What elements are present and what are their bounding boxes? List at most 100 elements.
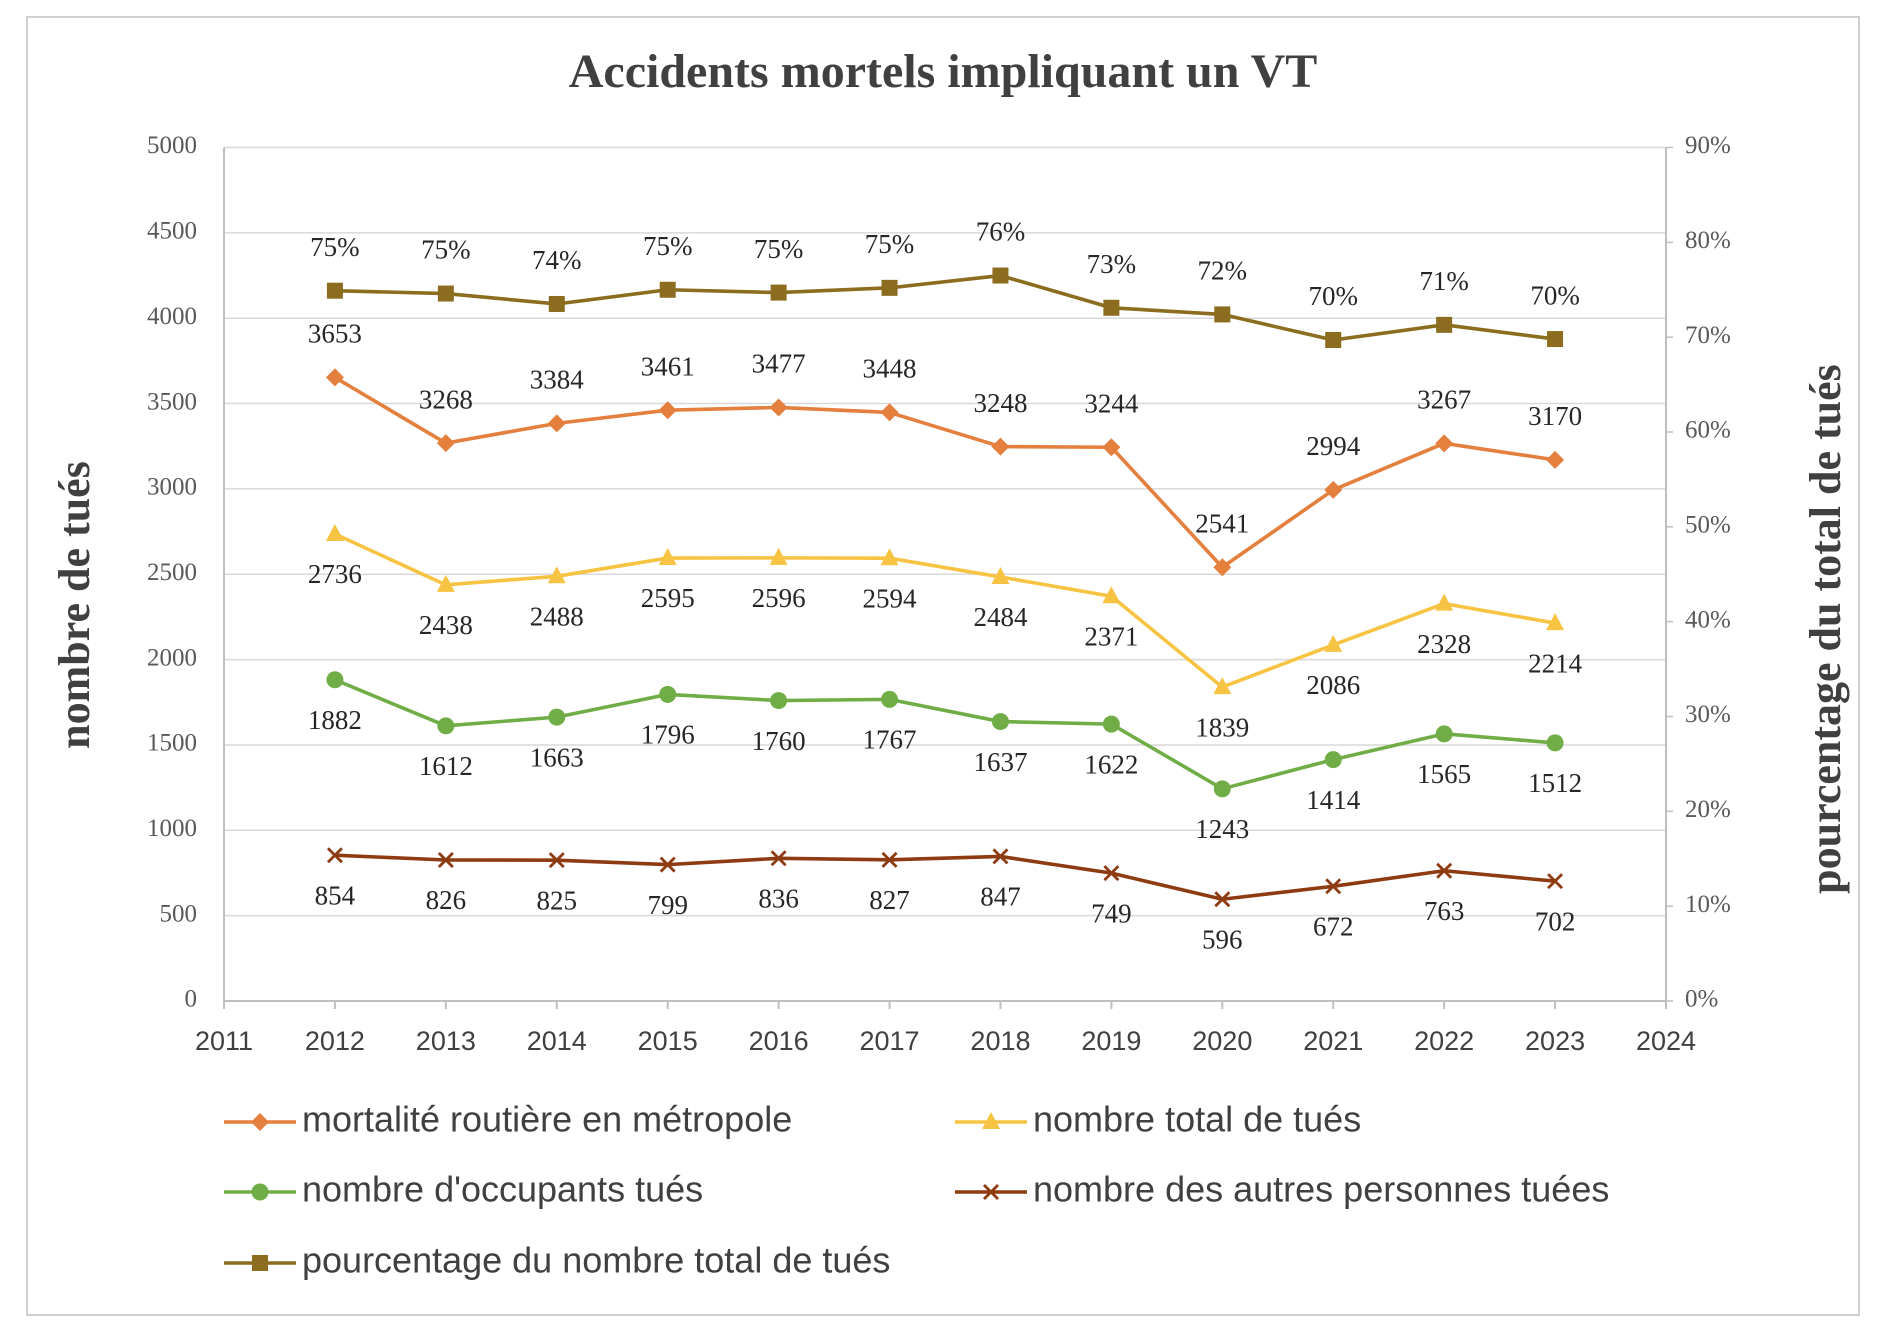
y-tick-label-left: 1500	[147, 730, 197, 757]
data-point	[1546, 734, 1564, 752]
x-tick-label: 2014	[527, 1026, 587, 1056]
data-label: 3268	[419, 384, 473, 414]
data-label: 2086	[1306, 670, 1360, 700]
data-point-stroke	[992, 848, 1009, 865]
legend-label: nombre d'occupants tués	[302, 1169, 703, 1210]
y-tick-label-left: 1000	[147, 815, 197, 842]
data-label: 826	[426, 885, 467, 915]
series-line	[334, 853, 1556, 902]
data-label: 1512	[1528, 768, 1582, 798]
data-label: 854	[315, 880, 356, 910]
data-label: 70%	[1530, 280, 1580, 310]
data-label: 3267	[1417, 385, 1471, 415]
data-point-stroke	[1325, 878, 1342, 895]
data-label: 1565	[1417, 759, 1471, 789]
data-label: 75%	[421, 235, 471, 265]
data-label: 702	[1535, 906, 1576, 936]
data-point	[325, 368, 344, 387]
data-point	[1324, 751, 1342, 769]
data-label: 836	[758, 883, 799, 913]
data-label: 1243	[1195, 814, 1249, 844]
data-point	[325, 523, 344, 541]
data-point-stroke	[881, 851, 898, 868]
data-point	[547, 414, 566, 433]
legend-marker	[252, 1255, 268, 1271]
data-point	[1325, 332, 1342, 349]
y-tick-label-right: 90%	[1685, 132, 1731, 159]
data-label: 2736	[308, 559, 362, 589]
data-point	[548, 708, 566, 726]
data-point	[991, 713, 1009, 731]
y-tick-label-right: 50%	[1685, 512, 1731, 539]
data-label: 749	[1091, 898, 1132, 928]
x-tick-label: 2022	[1414, 1026, 1474, 1056]
data-point-stroke	[1436, 862, 1453, 879]
y-tick-label-right: 60%	[1685, 417, 1731, 444]
data-point-stroke	[437, 852, 454, 868]
data-point	[1102, 438, 1121, 457]
data-point	[1435, 434, 1454, 453]
y-tick-label-left: 0	[185, 986, 198, 1013]
data-label: 3653	[308, 319, 362, 349]
legend: mortalité routière en métropole nombre to…	[224, 1099, 1609, 1281]
data-point	[659, 856, 676, 873]
data-label: 1612	[419, 751, 473, 781]
data-point-stroke	[1547, 873, 1564, 890]
data-point-stroke	[1214, 891, 1231, 908]
data-label: 1882	[308, 705, 362, 735]
data-label: 3244	[1084, 388, 1139, 418]
y-tick-label-right: 0%	[1685, 986, 1718, 1013]
data-point	[326, 282, 343, 299]
data-label: 1760	[752, 726, 806, 756]
data-point	[880, 548, 899, 566]
legend-entry: nombre d'occupants tués	[224, 1169, 703, 1210]
legend-label: pourcentage du nombre total de tués	[302, 1240, 890, 1281]
data-point	[1213, 677, 1232, 695]
data-label: 2484	[973, 602, 1028, 632]
data-point-stroke	[659, 856, 676, 873]
data-label: 1796	[641, 720, 695, 750]
x-tick-label: 2019	[1081, 1026, 1141, 1056]
y-tick-label-right: 70%	[1685, 322, 1731, 349]
data-label: 75%	[310, 232, 360, 262]
data-point	[881, 690, 899, 708]
data-label: 2596	[752, 583, 806, 613]
data-point	[659, 685, 677, 703]
data-point	[436, 574, 455, 592]
data-point	[437, 285, 454, 302]
series-4: 75% 75% 74% 75% 75% 75% 76% 73% 72% 70% 71% 70%	[310, 217, 1580, 349]
y-tick-label-left: 2500	[147, 559, 197, 586]
data-label: 672	[1313, 911, 1354, 941]
data-point	[991, 437, 1010, 456]
data-point	[1102, 586, 1121, 604]
data-label: 75%	[865, 229, 915, 259]
x-tick-label: 2015	[638, 1026, 698, 1056]
data-label: 827	[869, 885, 910, 915]
data-point	[992, 848, 1009, 865]
data-point	[658, 401, 677, 420]
data-point	[1214, 891, 1231, 908]
y-tick-label-left: 500	[160, 900, 198, 927]
data-point	[1213, 780, 1231, 798]
data-point	[548, 852, 565, 869]
data-point	[1546, 450, 1565, 469]
data-label: 74%	[532, 245, 582, 275]
data-label: 71%	[1419, 266, 1469, 296]
data-label: 2328	[1417, 629, 1471, 659]
data-label: 2371	[1084, 621, 1138, 651]
x-tick-label: 2016	[749, 1026, 809, 1056]
legend-entry: nombre des autres personnes tuées	[955, 1169, 1609, 1210]
data-label: 70%	[1308, 281, 1358, 311]
data-point	[658, 548, 677, 566]
data-label: 72%	[1198, 256, 1248, 286]
y-axis-title-right: pourcentage du total de tués	[1801, 364, 1850, 894]
data-point	[437, 717, 455, 735]
y-tick-label-left: 4500	[147, 218, 197, 245]
data-label: 75%	[643, 231, 693, 261]
data-point	[770, 850, 787, 867]
data-point-stroke	[770, 850, 787, 867]
data-point-stroke	[548, 852, 565, 869]
data-point	[326, 847, 343, 864]
data-point	[991, 566, 1010, 584]
